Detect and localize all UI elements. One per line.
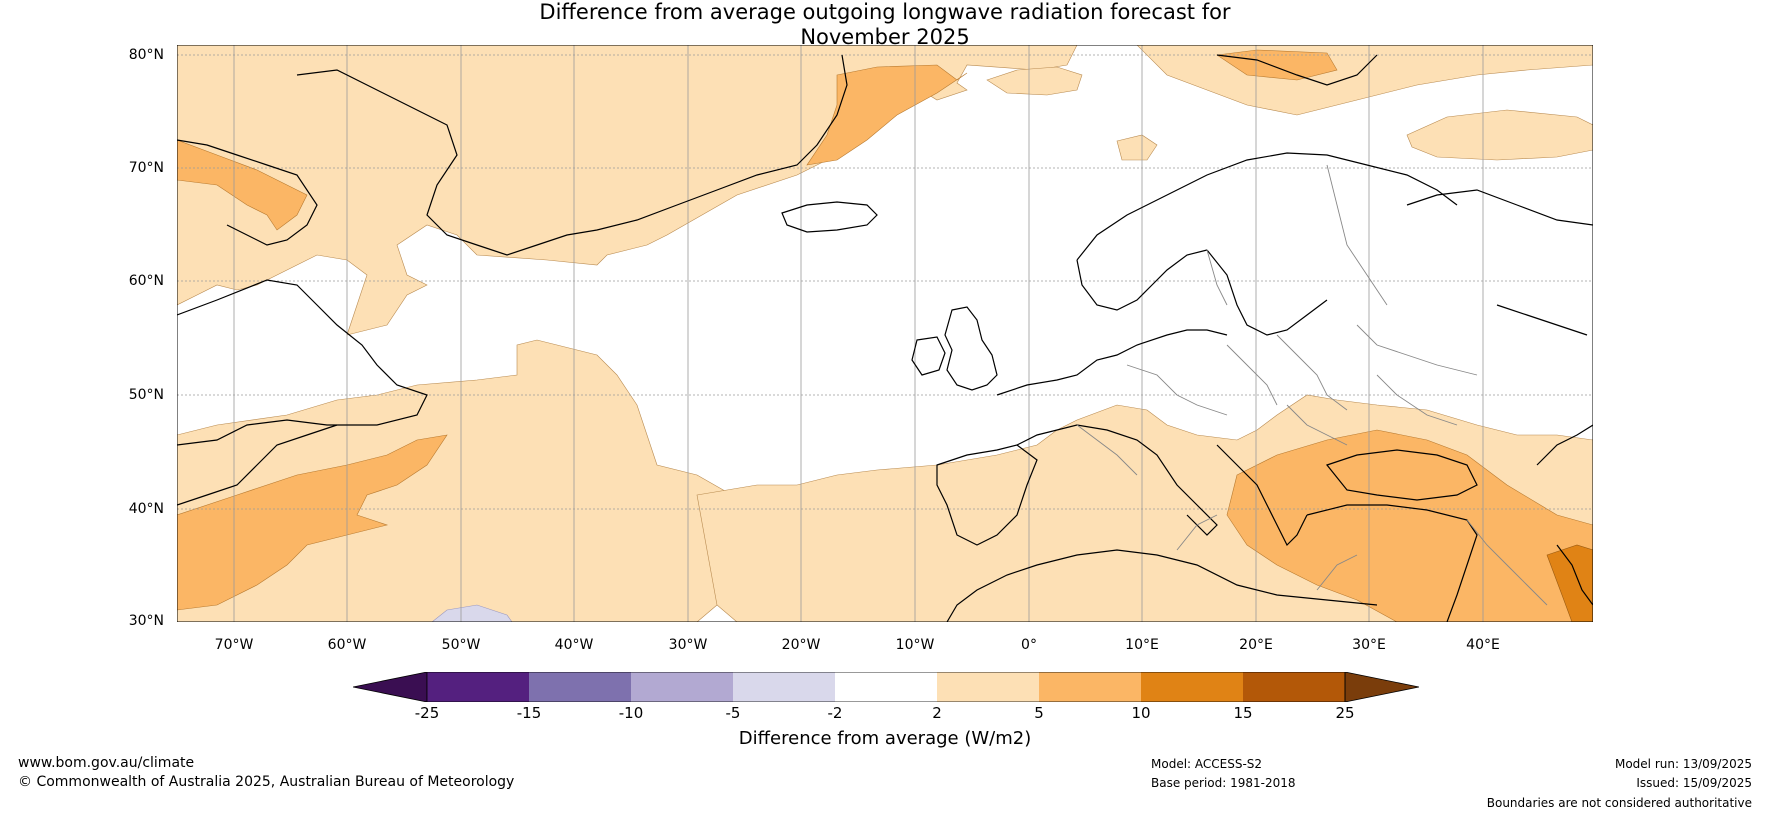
coastline-baltic <box>1206 249 1328 336</box>
coastline-british-isles <box>944 306 998 391</box>
lat-label-30n: 30°N <box>128 613 164 629</box>
anomaly-neg5-neg2-regions <box>431 604 513 622</box>
colorbar-segment-neg25-neg15 <box>427 672 529 702</box>
colorbar-tick-10: 10 <box>1131 704 1151 722</box>
colorbar-tick-neg10: -10 <box>618 704 644 722</box>
anomaly-region-barents <box>1406 109 1593 161</box>
lon-label-70w: 70°W <box>214 637 254 653</box>
anomaly-region-arabia <box>1546 544 1593 622</box>
colorbar-tick-neg25: -25 <box>414 704 440 722</box>
colorbar-tick-2: 2 <box>932 704 942 722</box>
forecast-map <box>177 45 1593 622</box>
coastline-europe-west <box>996 329 1228 396</box>
coastline-iberia <box>936 444 1038 546</box>
footer-issued: Issued: 15/09/2025 <box>1636 776 1752 790</box>
coastlines <box>177 54 1593 622</box>
coastline-norway-south <box>1076 249 1208 311</box>
footer-model: Model: ACCESS-S2 <box>1151 757 1263 771</box>
lon-label-10e: 10°E <box>1125 637 1159 653</box>
lon-label-40e: 40°E <box>1466 637 1500 653</box>
colorbar <box>353 672 1419 702</box>
coastline-svalbard <box>1216 54 1378 86</box>
colorbar-segment-neg10-neg5 <box>631 672 733 702</box>
colorbar-segment-5-10 <box>1039 672 1141 702</box>
lon-label-20e: 20°E <box>1239 637 1273 653</box>
coastline-france-italy <box>1016 424 1218 536</box>
anomaly-region-purple-atlantic <box>431 604 513 622</box>
colorbar-segment-2-5 <box>937 672 1039 702</box>
colorbar-tick-5: 5 <box>1034 704 1044 722</box>
colorbar-extend-low <box>353 672 428 702</box>
coastline-ireland <box>911 336 946 376</box>
colorbar-tick-25: 25 <box>1335 704 1355 722</box>
coastline-scandinavia <box>1076 152 1458 261</box>
coastline-north-africa <box>946 549 1378 622</box>
coastline-red-sea <box>1556 544 1593 606</box>
lon-label-60w: 60°W <box>327 637 367 653</box>
lon-label-30e: 30°E <box>1352 637 1386 653</box>
coastline-russia-north-2 <box>1496 304 1588 336</box>
title-line-1: Difference from average outgoing longwav… <box>539 0 1231 24</box>
colorbar-segment-neg15-neg10 <box>529 672 631 702</box>
lon-label-10w: 10°W <box>895 637 935 653</box>
anomaly-region-turkey-middle-east <box>1226 429 1593 622</box>
lat-label-50n: 50°N <box>128 387 164 403</box>
lon-label-40w: 40°W <box>554 637 594 653</box>
coastline-black-sea <box>1325 449 1478 501</box>
anomaly-region-greenland-coast-north <box>1216 49 1338 81</box>
anomaly-5-10-regions <box>177 49 1593 622</box>
map-title: Difference from average outgoing longwav… <box>0 0 1770 50</box>
lon-label-50w: 50°W <box>441 637 481 653</box>
colorbar-title: Difference from average (W/m2) <box>738 728 1032 749</box>
anomaly-10-15-regions <box>1546 544 1593 622</box>
colorbar-tick-neg15: -15 <box>516 704 542 722</box>
colorbar-tick-neg2: -2 <box>827 704 843 722</box>
coastline-labrador <box>177 279 428 446</box>
coastline-balkans-greece <box>1216 444 1308 547</box>
footer-base-period: Base period: 1981-2018 <box>1151 776 1296 790</box>
coastline-nova-scotia <box>177 424 338 506</box>
anomaly-region-small-isle <box>1116 134 1158 161</box>
lon-label-20w: 20°W <box>781 637 821 653</box>
colorbar-tick-15: 15 <box>1233 704 1253 722</box>
coastline-russia-north <box>1406 189 1593 226</box>
footer-website: www.bom.gov.au/climate <box>18 755 195 771</box>
colorbar-segment-neg2-2 <box>835 672 937 702</box>
footer-model-run: Model run: 13/09/2025 <box>1614 757 1752 771</box>
coastline-baffin-island <box>177 139 318 246</box>
colorbar-tick-neg5: -5 <box>725 704 741 722</box>
coastline-greenland <box>296 54 848 256</box>
lat-label-70n: 70°N <box>128 160 164 176</box>
colorbar-segment-neg5-neg2 <box>733 672 835 702</box>
coastline-caspian <box>1536 424 1593 466</box>
coastline-iceland <box>781 201 878 233</box>
footer-disclaimer: Boundaries are not considered authoritat… <box>1486 796 1752 810</box>
anomaly-region-east-arctic <box>1136 45 1593 116</box>
colorbar-segment-15-25 <box>1243 672 1345 702</box>
lon-label-0: 0° <box>1021 637 1037 653</box>
map-canvas <box>177 45 1593 622</box>
anomaly-region-greenland-east <box>806 64 968 166</box>
anomaly-region-iceland-north <box>986 66 1083 96</box>
footer-copyright: © Commonwealth of Australia 2025, Austra… <box>18 774 515 790</box>
gridlines <box>177 45 1593 622</box>
colorbar-extend-high <box>1344 672 1419 702</box>
lon-label-30w: 30°W <box>668 637 708 653</box>
lat-label-40n: 40°N <box>128 501 164 517</box>
lat-label-60n: 60°N <box>128 273 164 289</box>
country-borders <box>1076 164 1548 606</box>
anomaly-region-baffin <box>177 139 308 231</box>
colorbar-segment-10-15 <box>1141 672 1243 702</box>
lat-label-80n: 80°N <box>128 47 164 63</box>
